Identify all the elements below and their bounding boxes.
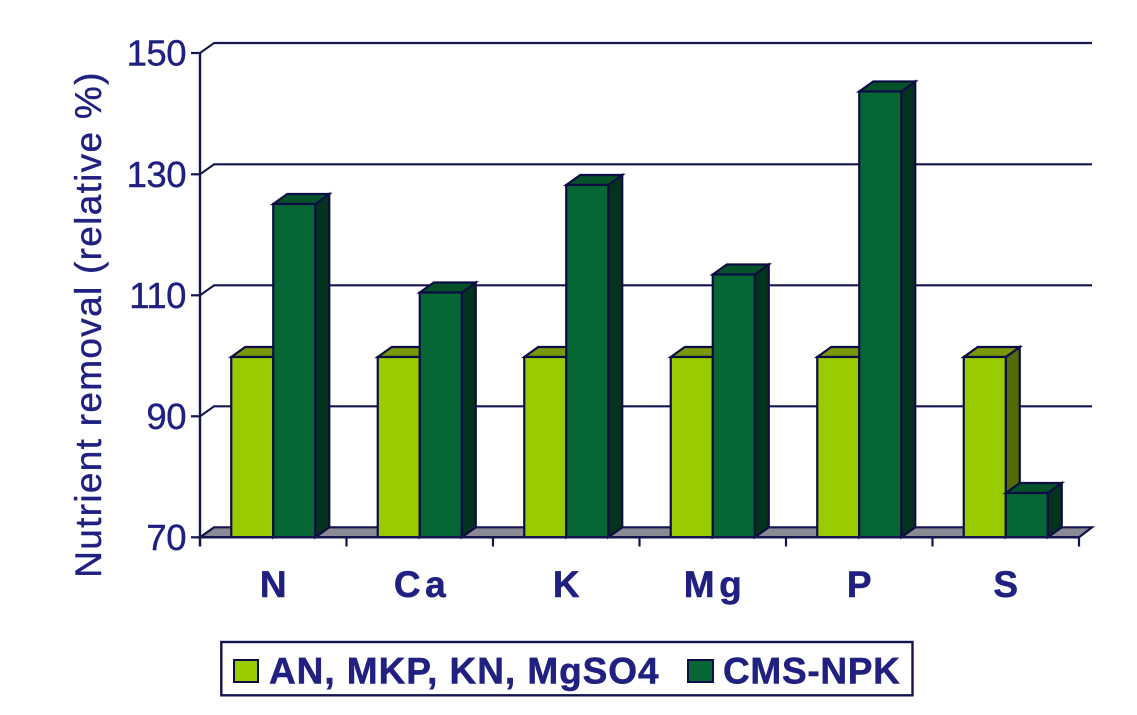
svg-text:130: 130 [127, 154, 186, 195]
svg-text:Mg: Mg [684, 564, 746, 605]
svg-text:90: 90 [146, 396, 186, 437]
svg-text:S: S [993, 564, 1018, 605]
svg-text:N: N [260, 564, 287, 605]
svg-text:70: 70 [146, 517, 186, 558]
svg-text:Nutrient removal (relative %): Nutrient removal (relative %) [68, 71, 109, 578]
svg-text:K: K [553, 564, 580, 605]
svg-text:CMS-NPK: CMS-NPK [723, 650, 901, 691]
svg-text:110: 110 [129, 275, 186, 316]
svg-text:P: P [847, 564, 872, 605]
svg-text:150: 150 [127, 33, 186, 74]
svg-text:Ca: Ca [394, 564, 450, 605]
svg-text:AN, MKP, KN, MgSO4: AN, MKP, KN, MgSO4 [269, 650, 660, 691]
